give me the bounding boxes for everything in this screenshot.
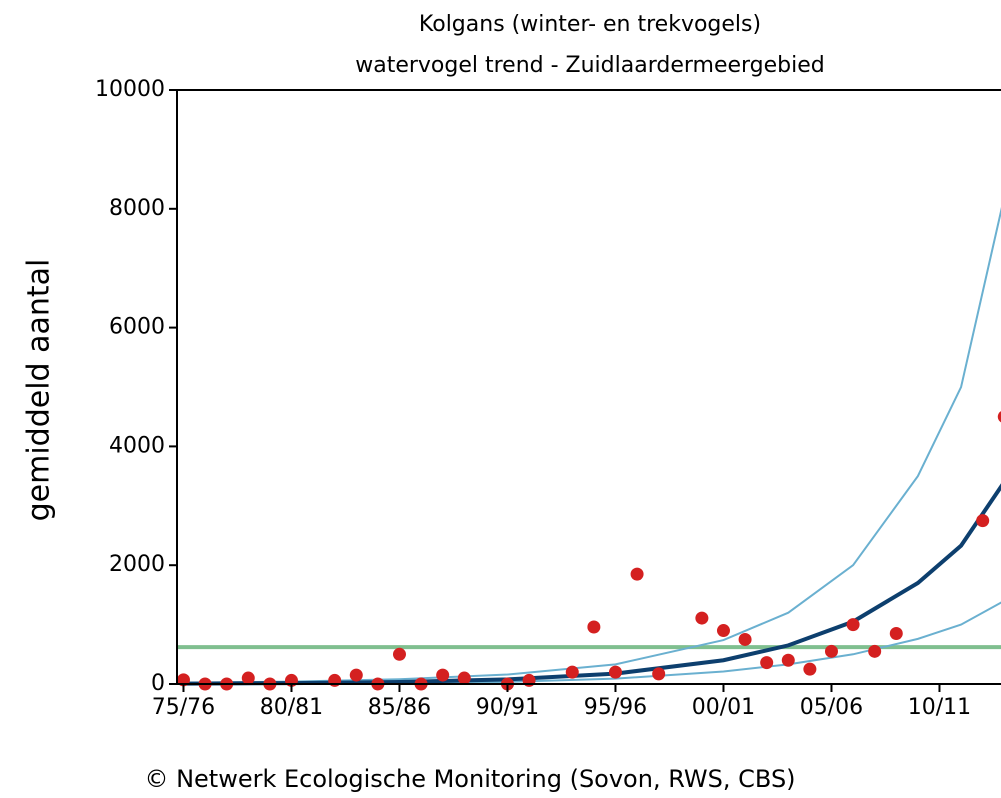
- trend-line: [183, 206, 1001, 684]
- data-point: [457, 671, 471, 685]
- data-point: [760, 656, 774, 670]
- x-tick-label: 90/91: [476, 695, 539, 720]
- data-point: [392, 647, 406, 661]
- data-point: [868, 644, 882, 658]
- footer: © Netwerk Ecologische Monitoring (Sovon,…: [144, 765, 795, 793]
- trend-line: [183, 483, 1001, 686]
- data-point: [997, 411, 1001, 423]
- data-point: [608, 665, 622, 679]
- y-tick-label: 6000: [109, 315, 165, 340]
- data-point: [630, 567, 644, 581]
- data-point: [349, 668, 363, 682]
- x-tick-label: 05/06: [800, 695, 863, 720]
- y-tick-label: 8000: [109, 196, 165, 221]
- x-tick-label: 95/96: [584, 695, 647, 720]
- data-point: [976, 514, 990, 528]
- data-point: [889, 627, 903, 641]
- data-point: [565, 665, 579, 679]
- data-point: [436, 668, 450, 682]
- data-point: [695, 611, 709, 625]
- x-tick-label: 00/01: [692, 695, 755, 720]
- chart-subtitle: watervogel trend - Zuidlaardermeergebied: [355, 53, 825, 78]
- trend-line: [183, 601, 1001, 685]
- y-tick-label: 10000: [95, 77, 165, 102]
- data-point: [738, 632, 752, 646]
- data-point: [803, 662, 817, 676]
- chart-title: Kolgans (winter- en trekvogels): [419, 12, 761, 37]
- x-tick-label: 85/86: [368, 695, 431, 720]
- x-tick-label: 75/76: [152, 695, 215, 720]
- data-point: [781, 653, 795, 667]
- y-tick-label: 0: [151, 671, 165, 696]
- data-point: [716, 624, 730, 638]
- y-tick-label: 2000: [109, 552, 165, 577]
- data-point: [824, 644, 838, 658]
- data-point: [241, 671, 255, 685]
- x-tick-label: 80/81: [260, 695, 323, 720]
- plot-area: [177, 206, 1001, 691]
- data-point: [652, 667, 666, 681]
- y-axis-label: gemiddeld aantal: [22, 259, 57, 522]
- data-point: [587, 620, 601, 634]
- x-tick-label: 10/11: [908, 695, 971, 720]
- y-tick-label: 4000: [109, 433, 165, 458]
- data-point: [846, 618, 860, 632]
